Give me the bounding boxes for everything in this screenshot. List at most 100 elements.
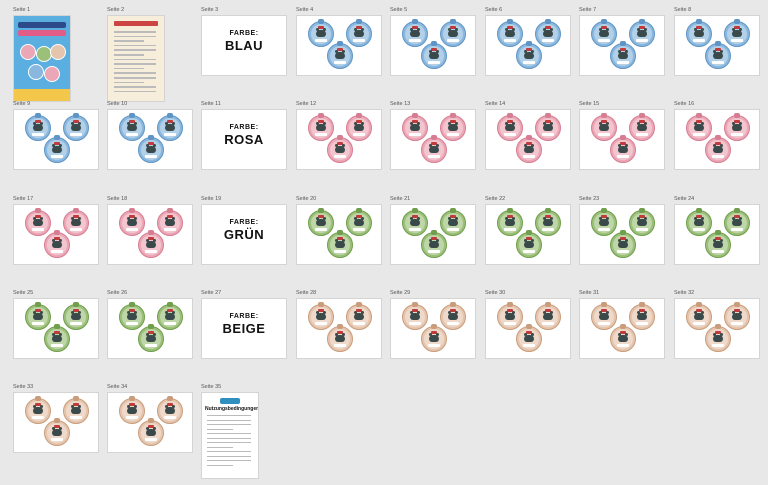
page-thumbnail[interactable]: Seite 22 (485, 195, 571, 265)
tag-top-knob (507, 302, 513, 307)
name-field (32, 133, 44, 136)
tag-top-knob (715, 230, 721, 235)
page-thumbnail[interactable]: Seite 33 (13, 383, 99, 453)
page-thumbnail[interactable]: Seite 18 (107, 195, 193, 265)
page-thumbnail[interactable]: Seite 31 (579, 289, 665, 359)
page-thumbnail[interactable]: Seite 35 Nutzungsbedingungen (201, 383, 287, 479)
name-field (315, 133, 327, 136)
page-thumbnail[interactable]: Seite 5 (390, 6, 476, 76)
tags-page-preview (107, 204, 193, 265)
page-thumbnail[interactable]: Seite 17 (13, 195, 99, 265)
tag-top-knob (450, 113, 456, 118)
page-thumbnail[interactable]: Seite 2 (107, 6, 193, 102)
tag-top-knob (620, 41, 626, 46)
name-tag-image (421, 41, 447, 69)
name-tag-image (346, 19, 372, 47)
page-thumbnail[interactable]: Seite 14 (485, 100, 571, 170)
bear-icon (732, 311, 742, 320)
tag-top-knob (54, 230, 60, 235)
page-thumbnail[interactable]: Seite 8 (674, 6, 760, 76)
bear-icon (694, 122, 704, 131)
page-thumbnail[interactable]: Seite 34 (107, 383, 193, 453)
name-field (315, 228, 327, 231)
bear-icon (71, 311, 81, 320)
bear-icon (429, 239, 439, 248)
tag-top-knob (412, 19, 418, 24)
bear-icon (146, 333, 156, 342)
page-thumbnail[interactable]: Seite 32 (674, 289, 760, 359)
tag-top-knob (318, 208, 324, 213)
page-thumbnail[interactable]: Seite 27 FARBE: BEIGE (201, 289, 287, 359)
bear-icon (448, 122, 458, 131)
page-thumbnail[interactable]: Seite 12 (296, 100, 382, 170)
bow-icon (639, 309, 645, 312)
page-thumbnail[interactable]: Seite 9 (13, 100, 99, 170)
bear-icon (146, 239, 156, 248)
page-thumbnail[interactable]: Seite 28 (296, 289, 382, 359)
page-thumbnail[interactable]: Seite 7 (579, 6, 665, 76)
page-thumbnail[interactable]: Seite 16 (674, 100, 760, 170)
tag-top-knob (167, 113, 173, 118)
page-label: Seite 19 (201, 196, 222, 202)
bow-icon (412, 309, 418, 312)
text-line (207, 455, 251, 457)
tag-top-knob (450, 208, 456, 213)
name-tag-image (516, 230, 542, 258)
text-line (114, 44, 156, 47)
tag-top-knob (73, 208, 79, 213)
page-thumbnail[interactable]: Seite 23 (579, 195, 665, 265)
name-field (617, 250, 629, 253)
page-thumbnail[interactable]: Seite 21 (390, 195, 476, 265)
page-thumbnail[interactable]: Seite 13 (390, 100, 476, 170)
page-thumbnail[interactable]: Seite 26 (107, 289, 193, 359)
name-field (447, 133, 459, 136)
page-thumbnail[interactable]: Seite 15 (579, 100, 665, 170)
page-thumbnail[interactable]: Seite 1 (13, 6, 99, 102)
name-field (126, 322, 138, 325)
page-thumbnail[interactable]: Seite 19 FARBE: GRÜN (201, 195, 287, 265)
tag-top-knob (545, 302, 551, 307)
bear-icon (71, 217, 81, 226)
bow-icon (412, 120, 418, 123)
page-thumbnail[interactable]: Seite 25 (13, 289, 99, 359)
tags-page-preview (674, 15, 760, 76)
name-field (409, 39, 421, 42)
name-tag-image (610, 230, 636, 258)
page-thumbnail[interactable]: Seite 30 (485, 289, 571, 359)
page-thumbnail[interactable]: Seite 11 FARBE: ROSA (201, 100, 287, 170)
name-tag-image (724, 19, 750, 47)
name-tag-image (686, 113, 712, 141)
bear-icon (637, 122, 647, 131)
bear-icon (618, 333, 628, 342)
name-tag-image (402, 302, 428, 330)
bow-icon (545, 309, 551, 312)
bear-icon (599, 122, 609, 131)
name-field (712, 61, 724, 64)
text-line (207, 415, 251, 416)
cover-tag-image (28, 64, 44, 80)
bow-icon (412, 215, 418, 218)
page-thumbnail[interactable]: Seite 3 FARBE: BLAU (201, 6, 287, 76)
tag-top-knob (639, 113, 645, 118)
bear-icon (354, 122, 364, 131)
name-tag-image (535, 208, 561, 236)
name-tag-image (686, 208, 712, 236)
tag-top-knob (431, 41, 437, 46)
page-thumbnail[interactable]: Seite 20 (296, 195, 382, 265)
name-field (428, 344, 440, 347)
tag-top-knob (450, 302, 456, 307)
name-field (693, 39, 705, 42)
page-thumbnail[interactable]: Seite 4 (296, 6, 382, 76)
name-tag-image (629, 113, 655, 141)
page-thumbnail[interactable]: Seite 6 (485, 6, 571, 76)
bow-icon (620, 142, 626, 145)
name-field (145, 344, 157, 347)
page-thumbnail[interactable]: Seite 24 (674, 195, 760, 265)
name-tag-image (591, 302, 617, 330)
page-label: Seite 10 (107, 101, 128, 107)
page-thumbnail[interactable]: Seite 10 (107, 100, 193, 170)
page-thumbnail[interactable]: Seite 29 (390, 289, 476, 359)
name-tag-image (724, 113, 750, 141)
name-tag-image (346, 113, 372, 141)
text-line (114, 67, 144, 70)
